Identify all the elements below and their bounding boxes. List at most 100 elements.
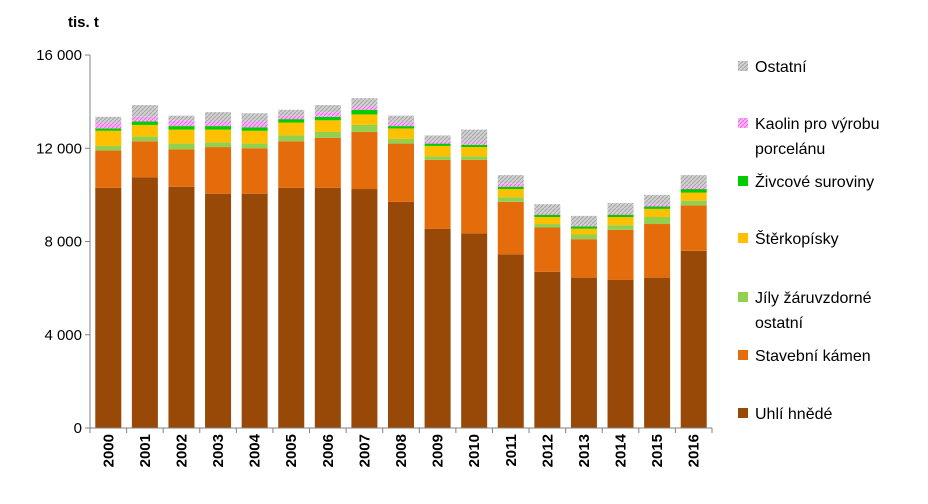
bar-segment: [131, 177, 158, 428]
bar-segment: [388, 126, 414, 129]
bar-segment: [424, 156, 451, 160]
bar-segment: [680, 186, 707, 190]
bar-segment: [644, 204, 671, 207]
bar-segment: [570, 228, 597, 235]
bar-segment: [388, 143, 414, 202]
bar-segment: [388, 115, 414, 123]
bar-segment: [241, 130, 268, 144]
bar-segment: [570, 277, 597, 428]
legend-label: Živcové suroviny: [755, 172, 874, 191]
x-tick-label: 2007: [356, 434, 373, 467]
bar-segment: [351, 114, 378, 125]
bar-segment: [388, 122, 414, 127]
legend-swatch: [738, 61, 748, 71]
bar-segment: [680, 200, 707, 206]
bar-segment: [168, 120, 195, 127]
bar-segment: [241, 143, 268, 149]
x-tick-label: 2015: [649, 434, 666, 467]
bar-segment: [534, 214, 561, 218]
x-tick-label: 2001: [137, 434, 154, 467]
bar-segment: [131, 105, 158, 117]
bar-segment: [205, 121, 232, 127]
bar-segment: [351, 106, 378, 110]
bar-segment: [461, 144, 488, 148]
bar-segment: [131, 136, 158, 142]
legend-swatch: [738, 233, 748, 243]
bar-segment: [570, 215, 597, 226]
bar-segment: [497, 189, 524, 198]
bar-segment: [241, 127, 268, 131]
x-tick-label: 2006: [320, 434, 337, 467]
bar-segment: [680, 192, 707, 201]
bar-segment: [131, 121, 158, 125]
bars: [95, 98, 707, 428]
bar-segment: [205, 112, 232, 122]
bar-segment: [497, 254, 524, 428]
bar-segment: [131, 116, 158, 122]
bar-segment: [278, 109, 305, 116]
bar-segment: [424, 145, 451, 157]
bar-segment: [607, 214, 634, 218]
x-tick-label: 2004: [247, 433, 264, 467]
bar-segment: [278, 119, 305, 123]
bar-segment: [314, 187, 341, 428]
y-tick-label: 8 000: [44, 234, 82, 251]
bar-segment: [607, 225, 634, 230]
bar-segment: [131, 141, 158, 178]
bar-segment: [388, 201, 414, 428]
bar-segment: [388, 128, 414, 139]
bar-segment: [570, 226, 597, 229]
x-tick-label: 2010: [466, 434, 483, 467]
y-axis: 16 000 12 000 8 000 4 000 0: [36, 47, 91, 437]
legend-label: Uhlí hnědé: [755, 406, 832, 423]
bar-segment: [168, 115, 195, 121]
bar-segment: [570, 239, 597, 278]
bar-segment: [570, 225, 597, 227]
bar-segment: [424, 228, 451, 428]
bar-segment: [314, 131, 341, 138]
bar-segment: [644, 194, 671, 205]
bar-segment: [644, 277, 671, 428]
bar-segment: [680, 175, 707, 187]
bar-segment: [388, 138, 414, 144]
bar-segment: [168, 186, 195, 428]
bar-segment: [644, 208, 671, 218]
bar-segment: [497, 201, 524, 255]
legend-label: Štěrkopísky: [755, 229, 839, 248]
bar-segment: [534, 227, 561, 272]
bar-segment: [205, 142, 232, 148]
bar-segment: [314, 105, 341, 113]
bar-segment: [607, 279, 634, 428]
bar-segment: [607, 217, 634, 226]
y-tick-label: 4 000: [44, 327, 82, 344]
x-tick-label: 2012: [539, 434, 556, 467]
legend-swatch: [738, 118, 748, 128]
legend-swatch: [738, 350, 748, 360]
bar-segment: [314, 120, 341, 132]
bar-segment: [607, 213, 634, 215]
x-tick-label: 2009: [430, 434, 447, 467]
bar-segment: [424, 135, 451, 142]
bar-segment: [314, 137, 341, 188]
bar-segment: [534, 224, 561, 228]
x-tick-label: 2008: [393, 434, 410, 467]
bar-segment: [534, 204, 561, 214]
x-tick-label: 2016: [686, 434, 703, 467]
bar-segment: [205, 193, 232, 428]
bar-segment: [497, 186, 524, 190]
bar-segment: [95, 122, 122, 129]
bar-segment: [168, 143, 195, 150]
bar-segment: [168, 126, 195, 130]
bar-segment: [278, 141, 305, 188]
bar-segment: [278, 135, 305, 142]
bar-segment: [534, 217, 561, 225]
bar-segment: [461, 147, 488, 157]
bar-segment: [680, 250, 707, 428]
legend-label: Kaolin pro výrobu porcelánu: [755, 116, 880, 158]
x-tick-label: 2013: [576, 434, 593, 467]
bar-segment: [680, 189, 707, 193]
bar-segment: [497, 175, 524, 184]
legend-label: Jíly žáruvzdorné ostatní: [755, 290, 872, 332]
bar-segment: [241, 193, 268, 428]
